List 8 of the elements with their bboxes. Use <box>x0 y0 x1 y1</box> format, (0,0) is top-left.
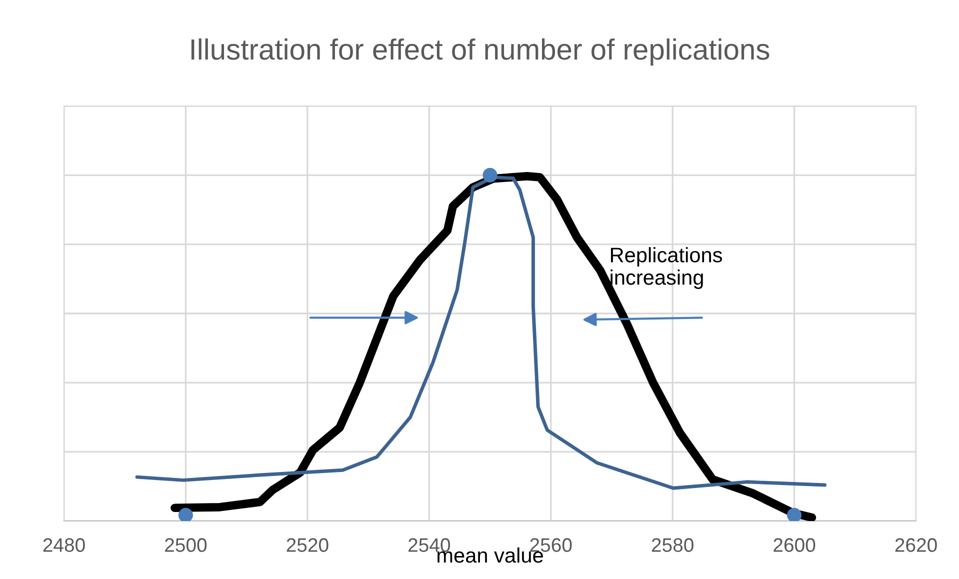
x-tick-label: 2500 <box>165 538 207 552</box>
x-tick-label: 2580 <box>652 538 694 552</box>
x-tick-label: 2480 <box>43 538 85 552</box>
chart-title: Illustration for effect of number of replications <box>191 38 770 66</box>
annotation: Replications increasing <box>610 247 722 289</box>
x-tick-label: 2600 <box>774 538 816 552</box>
x-tick-label: 2520 <box>286 538 328 552</box>
x-tick-label: 2620 <box>895 538 937 552</box>
